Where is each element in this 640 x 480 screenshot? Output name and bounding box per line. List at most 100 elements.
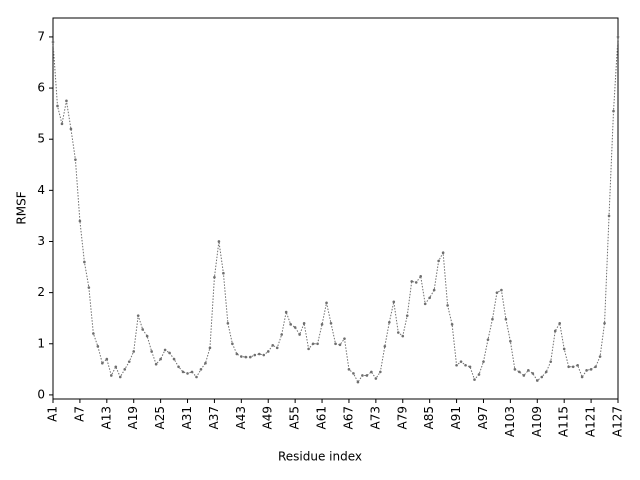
data-point (145, 334, 149, 338)
data-point (374, 377, 378, 380)
data-point (450, 323, 454, 326)
x-tick-label: A19 (126, 406, 140, 429)
data-point (576, 363, 579, 367)
data-point (159, 357, 162, 361)
x-tick-label: A73 (368, 406, 382, 429)
x-tick-label: A79 (395, 406, 409, 429)
data-point (585, 369, 588, 372)
x-tick-label: A121 (584, 406, 598, 437)
data-point (114, 365, 118, 369)
data-point (388, 320, 391, 324)
data-point (329, 322, 333, 325)
data-point (473, 378, 476, 381)
data-point (69, 127, 73, 131)
data-point (612, 109, 615, 113)
data-point (379, 370, 382, 374)
data-point (208, 346, 212, 350)
y-tick-label: 7 (37, 29, 45, 43)
data-point (383, 345, 387, 348)
data-point (558, 322, 562, 325)
data-point (78, 219, 82, 223)
data-point (199, 368, 203, 371)
data-point (356, 380, 360, 384)
x-tick-label: A55 (288, 406, 302, 429)
data-point (280, 333, 283, 336)
data-point (347, 368, 351, 371)
data-point (262, 353, 266, 357)
data-point (500, 288, 503, 292)
data-point (195, 375, 198, 379)
x-tick-label: A43 (234, 406, 248, 429)
data-point (186, 372, 189, 375)
y-tick-label: 4 (37, 183, 45, 197)
data-point (486, 338, 490, 341)
data-point (401, 334, 405, 338)
x-tick-label: A7 (72, 406, 86, 422)
data-point (482, 360, 485, 363)
data-point (105, 357, 109, 361)
data-point (222, 271, 225, 275)
data-point (244, 355, 248, 359)
data-point (495, 291, 499, 294)
data-point (455, 363, 458, 367)
data-point (504, 317, 508, 321)
data-point (464, 363, 467, 367)
data-point (540, 375, 544, 379)
data-point (51, 40, 55, 44)
data-point (535, 379, 539, 382)
data-point (181, 370, 185, 374)
data-point (598, 355, 602, 358)
y-tick-label: 3 (37, 234, 45, 248)
data-point (580, 375, 584, 379)
data-point (365, 374, 369, 377)
x-tick-label: A49 (261, 406, 275, 429)
data-point (136, 314, 140, 317)
data-point (96, 345, 100, 348)
data-point (172, 357, 176, 361)
data-point (266, 350, 270, 353)
data-point (302, 322, 306, 325)
data-point (396, 331, 400, 334)
data-point (74, 158, 77, 161)
data-point (441, 251, 445, 255)
data-point (594, 365, 597, 369)
data-point (352, 372, 355, 375)
data-point (437, 259, 440, 263)
data-point (109, 374, 113, 377)
data-point (567, 365, 570, 369)
x-tick-label: A25 (153, 406, 167, 429)
data-point (231, 342, 234, 346)
x-axis-label: Residue index (278, 450, 362, 464)
data-point (405, 314, 409, 317)
x-tick-label: A103 (503, 406, 517, 437)
data-point (249, 355, 252, 359)
plot-frame (52, 17, 619, 400)
data-point (204, 361, 207, 365)
data-point (509, 339, 512, 343)
data-point (607, 214, 611, 218)
data-point (132, 350, 136, 353)
data-point (289, 323, 292, 326)
x-tick-label: A97 (476, 406, 490, 429)
data-point (127, 360, 131, 363)
data-point (392, 300, 396, 304)
data-point (414, 281, 418, 284)
data-point (410, 280, 414, 283)
data-point (123, 368, 127, 371)
data-point (253, 353, 257, 357)
data-point (163, 348, 167, 352)
data-point (56, 104, 59, 108)
y-tick-label: 6 (37, 81, 45, 95)
data-point (257, 352, 261, 356)
x-tick-label: A109 (530, 406, 544, 437)
data-point (65, 99, 68, 103)
data-point (334, 342, 337, 346)
data-point (531, 372, 535, 375)
data-point (325, 301, 328, 305)
data-point (518, 370, 521, 374)
data-point (83, 260, 86, 264)
data-point (118, 375, 122, 379)
data-point (549, 360, 553, 363)
data-point (491, 317, 494, 321)
